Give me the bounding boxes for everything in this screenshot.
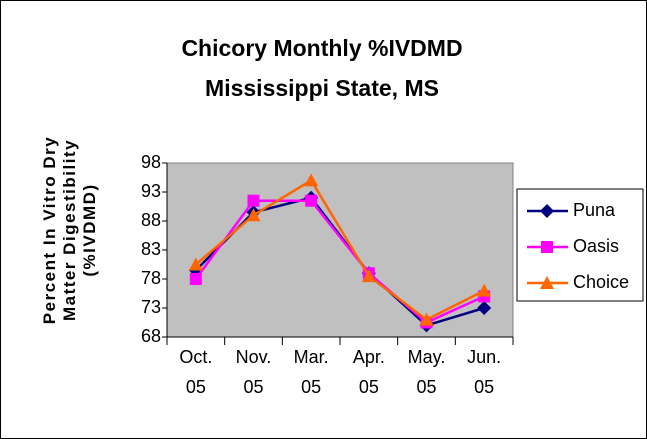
data-point bbox=[188, 257, 203, 271]
series-line bbox=[195, 178, 485, 322]
data-point bbox=[477, 301, 492, 315]
plot-area bbox=[166, 162, 514, 338]
data-point bbox=[246, 208, 261, 222]
chart-title: Chicory Monthly %IVDMD bbox=[181, 35, 462, 61]
y-axis-label: Percent In Vitro Dry Matter Digestibilit… bbox=[40, 135, 99, 325]
y-tick-label: 88 bbox=[141, 210, 161, 230]
x-tick-label: Mar. 05 bbox=[293, 347, 329, 397]
y-tick-label: 78 bbox=[141, 268, 161, 288]
series-line bbox=[194, 199, 485, 324]
chart-subtitle: Mississippi State, MS bbox=[205, 75, 439, 101]
data-point bbox=[305, 194, 318, 207]
x-tick-label: Jun. 05 bbox=[467, 347, 502, 397]
x-tick-label: May. 05 bbox=[407, 347, 446, 397]
legend-label: Puna bbox=[573, 200, 616, 220]
legend-marker bbox=[541, 241, 553, 253]
data-point bbox=[304, 173, 319, 187]
data-point bbox=[419, 312, 434, 326]
data-point bbox=[477, 283, 492, 297]
legend-marker bbox=[540, 276, 554, 289]
x-tick-label: Apr. 05 bbox=[352, 347, 385, 397]
y-tick-label: 98 bbox=[141, 152, 161, 172]
y-tick-label: 83 bbox=[141, 239, 161, 259]
y-tick-label: 68 bbox=[141, 326, 161, 346]
legend-label: Choice bbox=[573, 272, 629, 292]
y-tick-label: 93 bbox=[141, 181, 161, 201]
data-point bbox=[361, 269, 376, 283]
data-point bbox=[189, 273, 202, 285]
x-tick-label: Nov. 05 bbox=[235, 347, 272, 397]
x-tick-label: Oct. 05 bbox=[179, 347, 213, 397]
legend-marker bbox=[540, 204, 554, 218]
data-point bbox=[247, 194, 260, 207]
y-tick-label: 73 bbox=[141, 297, 161, 317]
legend-label: Oasis bbox=[573, 236, 619, 256]
